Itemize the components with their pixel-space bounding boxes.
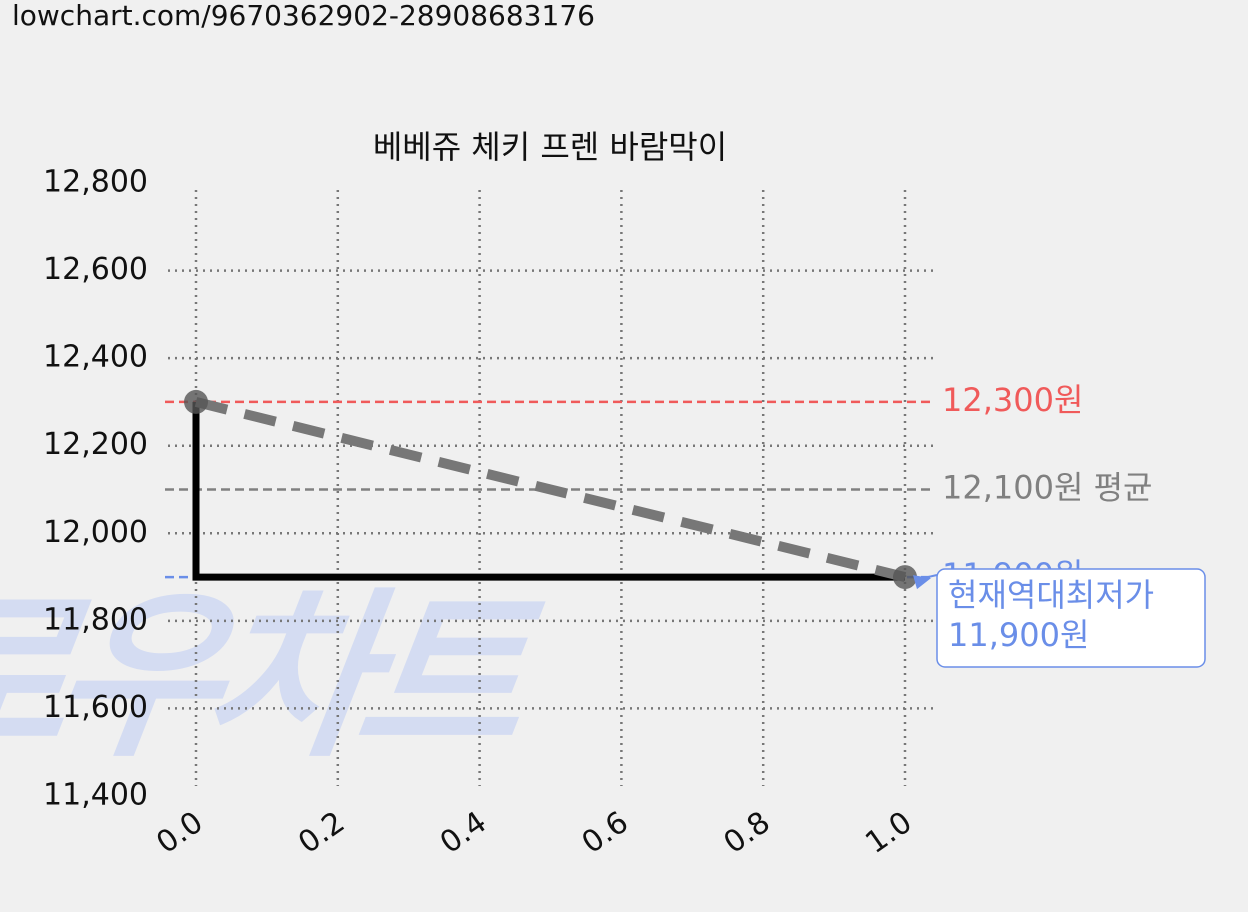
annotation-arrowhead: [913, 575, 931, 590]
y-tick-label: 11,800: [43, 602, 148, 637]
marker: [184, 389, 208, 414]
watermark: 로우차트: [0, 572, 551, 782]
y-tick-label: 12,000: [43, 515, 148, 550]
x-tick-label: 0.6: [576, 805, 635, 861]
annotation-text: 현재역대최저가: [948, 576, 1154, 614]
y-tick-label: 11,600: [43, 690, 148, 725]
annotation-text: 11,900원: [948, 616, 1089, 654]
y-tick-label: 12,400: [43, 340, 148, 375]
annotation-box: [936, 568, 1206, 668]
series-line: [192, 401, 905, 581]
reference-label: 12,100원 평균: [942, 469, 1152, 507]
marker: [893, 565, 917, 590]
x-tick-label: 0.4: [434, 805, 493, 861]
y-tick-label: 11,400: [43, 778, 148, 813]
chart-title: 베베쥬 체키 프렌 바람막이: [373, 128, 727, 166]
x-tick-label: 0.0: [150, 805, 209, 861]
y-tick-label: 12,600: [43, 252, 148, 287]
x-tick-label: 0.2: [292, 805, 351, 861]
url: lowchart.com/9670362902-28908683176: [12, 0, 595, 32]
y-tick-label: 12,200: [43, 427, 148, 462]
series-line: [194, 397, 907, 582]
y-tick-label: 12,800: [43, 165, 148, 200]
x-tick-label: 1.0: [859, 805, 918, 861]
reference-label: 12,300원: [942, 381, 1083, 419]
x-tick-label: 0.8: [717, 805, 776, 861]
